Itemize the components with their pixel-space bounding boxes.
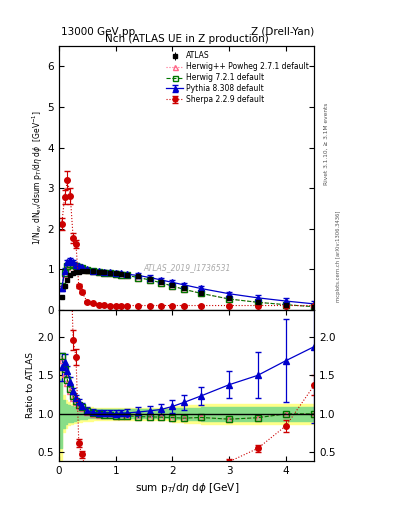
Legend: ATLAS, Herwig++ Powheg 2.7.1 default, Herwig 7.2.1 default, Pythia 8.308 default: ATLAS, Herwig++ Powheg 2.7.1 default, He…: [165, 50, 310, 105]
Text: mcplots.cern.ch [arXiv:1306.3436]: mcplots.cern.ch [arXiv:1306.3436]: [336, 210, 341, 302]
Y-axis label: Ratio to ATLAS: Ratio to ATLAS: [26, 352, 35, 418]
Text: 13000 GeV pp: 13000 GeV pp: [61, 27, 135, 37]
Y-axis label: 1/N$_{ev}$ dN$_{ev}$/dsum p$_T$/d$\eta$ d$\phi$  [GeV$^{-1}$]: 1/N$_{ev}$ dN$_{ev}$/dsum p$_T$/d$\eta$ …: [30, 111, 45, 245]
Text: ATLAS_2019_I1736531: ATLAS_2019_I1736531: [143, 263, 230, 272]
Title: Nch (ATLAS UE in Z production): Nch (ATLAS UE in Z production): [105, 34, 268, 44]
X-axis label: sum p$_T$/d$\eta$ d$\phi$ [GeV]: sum p$_T$/d$\eta$ d$\phi$ [GeV]: [134, 481, 239, 495]
Text: Z (Drell-Yan): Z (Drell-Yan): [251, 27, 314, 37]
Text: Rivet 3.1.10, ≥ 3.1M events: Rivet 3.1.10, ≥ 3.1M events: [324, 102, 329, 184]
